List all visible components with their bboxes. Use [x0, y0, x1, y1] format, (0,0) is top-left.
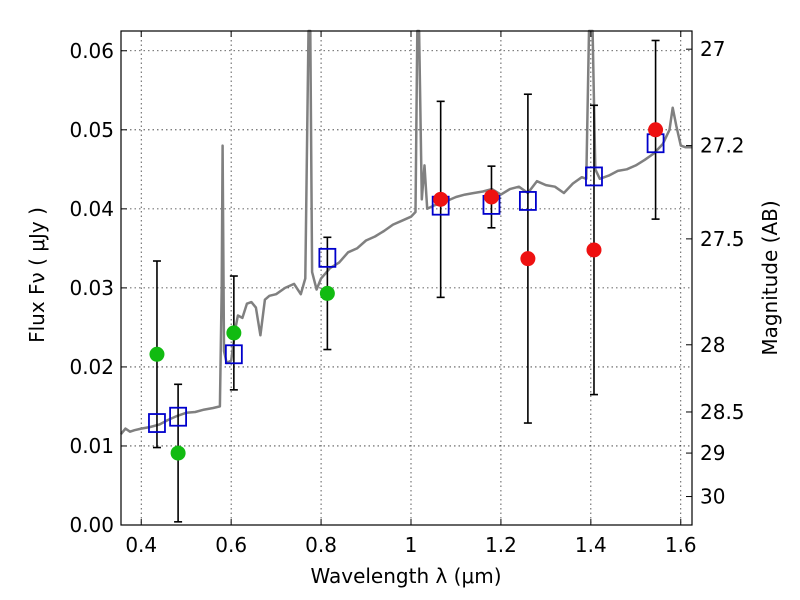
y-tick-label: 0.06 [69, 39, 114, 63]
right-tick-label: 27.2 [700, 134, 745, 158]
y-axis-label: Flux Fν ( μJy ) [25, 207, 49, 343]
right-tick-label: 27.5 [700, 227, 745, 251]
right-tick-label: 29 [700, 441, 725, 465]
x-tick-label: 0.6 [215, 533, 247, 557]
y-tick-label: 0.05 [69, 118, 114, 142]
right-axis-label: Magnitude (AB) [758, 200, 782, 355]
y-tick-label: 0.01 [69, 434, 114, 458]
right-tick-labels: 27 27.2 27.5 28 28.5 29 30 [700, 37, 745, 508]
plot-frame [120, 30, 693, 526]
right-tick-label: 30 [700, 485, 725, 509]
green-data-point [170, 445, 186, 461]
model-box-marker [169, 406, 188, 427]
observed-points [149, 122, 664, 461]
green-data-point [149, 346, 165, 362]
model-box-marker [224, 344, 243, 365]
y-tick-labels: 0.00 0.01 0.02 0.03 0.04 0.05 0.06 [69, 39, 114, 537]
x-tick-labels: 0.4 0.6 0.8 1 1.2 1.4 1.6 [125, 533, 696, 557]
x-tick-label: 1.4 [575, 533, 607, 557]
axis-ticks [121, 31, 692, 526]
x-axis-label: Wavelength λ (μm) [310, 564, 501, 588]
red-data-point [648, 122, 664, 138]
red-data-point [433, 191, 449, 207]
green-data-point [319, 285, 335, 301]
x-tick-label: 0.4 [125, 533, 157, 557]
model-spectrum [120, 29, 692, 435]
x-tick-label: 1.2 [485, 533, 517, 557]
y-tick-label: 0.00 [69, 513, 114, 537]
right-tick-label: 27 [700, 37, 725, 61]
right-tick-label: 28 [700, 333, 725, 357]
y-tick-label: 0.04 [69, 197, 114, 221]
model-box-marker [585, 166, 603, 187]
green-data-point [226, 325, 242, 341]
x-tick-label: 1 [405, 533, 418, 557]
right-tick-label: 28.5 [700, 400, 745, 424]
x-tick-label: 1.6 [665, 533, 697, 557]
y-tick-label: 0.03 [69, 276, 114, 300]
model-box-marker [318, 247, 337, 268]
red-data-point [520, 251, 536, 267]
y-tick-label: 0.02 [69, 355, 114, 379]
spectrum-line [120, 29, 692, 435]
red-data-point [483, 189, 499, 205]
model-box-marker [518, 191, 537, 211]
red-data-point [586, 242, 602, 258]
x-tick-label: 0.8 [305, 533, 337, 557]
model-box-marker [148, 413, 166, 433]
